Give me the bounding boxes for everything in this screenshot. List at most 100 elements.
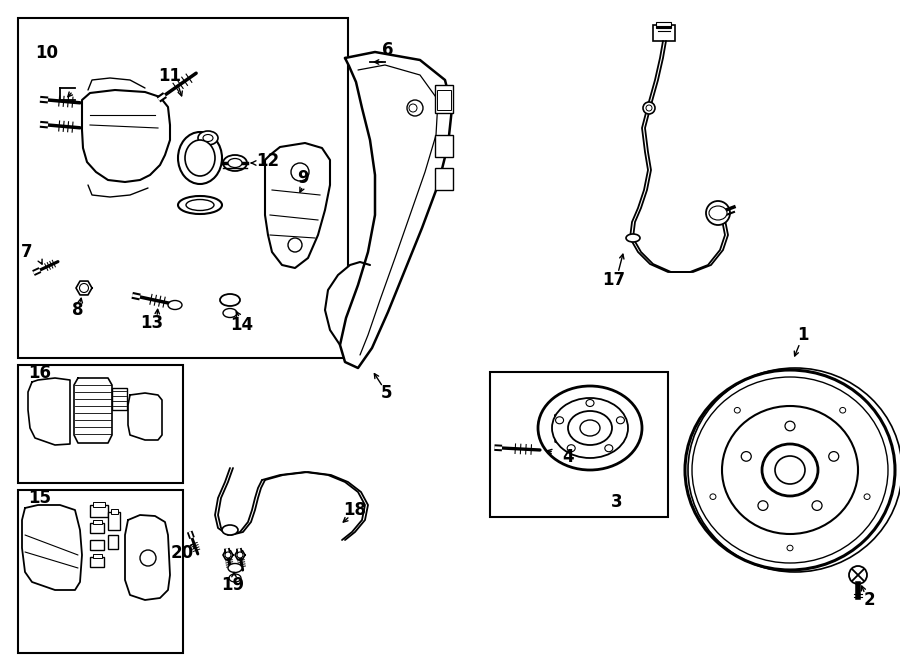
Ellipse shape	[580, 420, 600, 436]
Bar	[437, 90, 451, 110]
Ellipse shape	[586, 399, 594, 407]
Bar	[18, 490, 183, 653]
Text: 14: 14	[230, 316, 254, 334]
Ellipse shape	[555, 417, 563, 424]
Bar	[435, 168, 453, 190]
Circle shape	[291, 163, 309, 181]
Ellipse shape	[840, 407, 846, 413]
Ellipse shape	[228, 563, 242, 572]
Bar	[656, 22, 671, 28]
Circle shape	[407, 100, 423, 116]
Text: 16: 16	[28, 364, 51, 382]
Bar	[90, 540, 104, 550]
Ellipse shape	[228, 159, 242, 167]
Ellipse shape	[742, 451, 751, 461]
Ellipse shape	[186, 200, 214, 210]
Text: 10: 10	[35, 44, 58, 62]
Text: 8: 8	[72, 301, 84, 319]
Ellipse shape	[538, 386, 642, 470]
Ellipse shape	[223, 309, 237, 317]
Text: 12: 12	[256, 152, 280, 170]
Ellipse shape	[758, 501, 768, 510]
Bar	[93, 502, 105, 507]
Bar	[90, 523, 104, 533]
Circle shape	[237, 552, 243, 558]
Circle shape	[849, 566, 867, 584]
Text: 5: 5	[382, 384, 392, 402]
Ellipse shape	[567, 445, 575, 451]
Text: 2: 2	[863, 591, 875, 609]
Ellipse shape	[829, 451, 839, 461]
Ellipse shape	[185, 140, 215, 176]
Bar	[93, 554, 102, 558]
Polygon shape	[74, 378, 112, 443]
Text: 17: 17	[602, 271, 626, 289]
Bar	[111, 509, 118, 514]
Bar	[435, 135, 453, 157]
Bar	[18, 365, 183, 483]
Bar	[653, 25, 675, 41]
Text: 19: 19	[221, 576, 245, 594]
Bar	[490, 372, 668, 517]
Bar	[93, 520, 102, 524]
Polygon shape	[325, 262, 370, 348]
Bar	[112, 388, 127, 410]
Text: 7: 7	[22, 243, 32, 261]
Ellipse shape	[685, 370, 895, 570]
Polygon shape	[22, 505, 82, 590]
Ellipse shape	[812, 501, 822, 510]
Polygon shape	[265, 143, 330, 268]
Ellipse shape	[168, 301, 182, 309]
Ellipse shape	[710, 494, 716, 500]
Polygon shape	[555, 412, 565, 445]
Ellipse shape	[220, 294, 240, 306]
Ellipse shape	[787, 545, 793, 551]
Circle shape	[140, 550, 156, 566]
Ellipse shape	[785, 421, 795, 431]
Text: 20: 20	[170, 544, 194, 562]
Ellipse shape	[692, 377, 888, 563]
Circle shape	[646, 105, 652, 111]
Text: 1: 1	[797, 326, 809, 344]
Text: 6: 6	[382, 41, 394, 59]
Polygon shape	[128, 393, 162, 440]
Circle shape	[288, 238, 302, 252]
Ellipse shape	[203, 134, 213, 141]
Polygon shape	[82, 90, 170, 182]
Bar	[90, 557, 104, 567]
Polygon shape	[340, 52, 452, 368]
Ellipse shape	[762, 444, 818, 496]
Ellipse shape	[616, 417, 625, 424]
Ellipse shape	[198, 131, 218, 145]
Bar	[108, 535, 118, 549]
Bar	[435, 85, 453, 113]
Ellipse shape	[222, 525, 238, 535]
Ellipse shape	[864, 494, 870, 500]
Circle shape	[79, 284, 88, 293]
Text: 13: 13	[140, 314, 164, 332]
Ellipse shape	[626, 234, 640, 242]
Bar	[90, 505, 108, 517]
Ellipse shape	[223, 155, 247, 171]
Text: 3: 3	[611, 493, 623, 511]
Text: 9: 9	[297, 169, 309, 187]
Ellipse shape	[722, 406, 858, 534]
Circle shape	[706, 201, 730, 225]
Ellipse shape	[178, 132, 222, 184]
Bar	[108, 512, 120, 530]
Ellipse shape	[568, 411, 612, 445]
Circle shape	[225, 552, 231, 558]
Ellipse shape	[734, 407, 741, 413]
Ellipse shape	[552, 398, 628, 458]
Ellipse shape	[178, 196, 222, 214]
Text: 15: 15	[28, 489, 51, 507]
Ellipse shape	[605, 445, 613, 451]
Text: 11: 11	[158, 67, 182, 85]
Circle shape	[409, 104, 417, 112]
Polygon shape	[125, 515, 170, 600]
Bar	[18, 18, 348, 358]
Text: 18: 18	[344, 501, 366, 519]
Ellipse shape	[709, 206, 727, 220]
Ellipse shape	[229, 574, 241, 582]
Polygon shape	[28, 378, 70, 445]
